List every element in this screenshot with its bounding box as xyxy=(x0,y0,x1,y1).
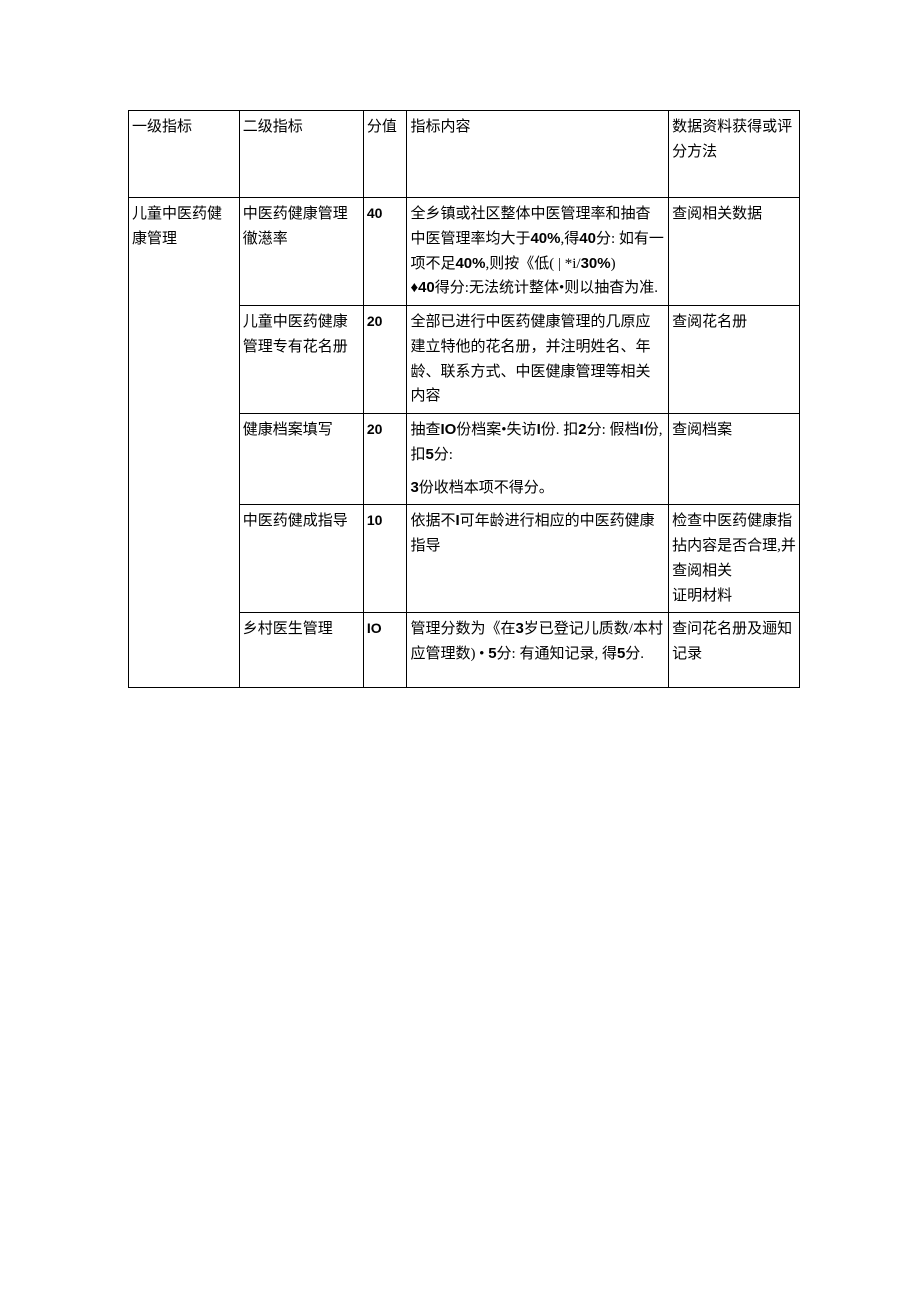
score-cell: 20 xyxy=(363,306,407,414)
header-score: 分值 xyxy=(363,111,407,198)
page-container: 一级指标 二级指标 分值 指标内容 数据资料获得或评分方法 儿童中医药健康管理 … xyxy=(0,0,920,688)
method-cell: 检查中医药健康指拈内容是否合理,并查阅相关 证明材料 xyxy=(669,505,800,613)
header-method: 数据资料获得或评分方法 xyxy=(669,111,800,198)
score-cell: 20 xyxy=(363,414,407,505)
header-content: 指标内容 xyxy=(407,111,669,198)
content-line: 管理分数为《在3岁已登记儿质数/本村应管理数) • 5分: 有通知记录, 得5分… xyxy=(410,617,665,667)
content-cell: 抽查IO份档案•失访I份. 扣2分: 假档I份,扣5分: 3份收档本项不得分。 xyxy=(407,414,669,505)
level2-cell: 中医药健成指导 xyxy=(239,505,363,613)
score-cell: IO xyxy=(363,613,407,688)
level2-cell: 健康档案填写 xyxy=(239,414,363,505)
content-cell: 依据不I可年龄进行相应的中医药健康指导 xyxy=(407,505,669,613)
score-cell: 40 xyxy=(363,198,407,306)
content-line: ♦40得分:无法统计整体•则以抽杳为准. xyxy=(410,276,665,301)
method-cell: 查问花名册及逦知记录 xyxy=(669,613,800,688)
level2-cell: 乡村医生管理 xyxy=(239,613,363,688)
content-line: 全部已进行中医药健康管理的几原应建立特他的花名册，并注明姓名、年龄、联系方式、中… xyxy=(410,310,665,409)
level1-cell: 儿童中医药健康管理 xyxy=(129,198,240,688)
content-cell: 全乡镇或社区整体中医管理率和抽杳中医管理率均大于40%,得40分: 如有一项不足… xyxy=(407,198,669,306)
score-cell: 10 xyxy=(363,505,407,613)
indicator-table: 一级指标 二级指标 分值 指标内容 数据资料获得或评分方法 儿童中医药健康管理 … xyxy=(128,110,800,688)
method-cell: 查阅相关数据 xyxy=(669,198,800,306)
content-line: 依据不I可年龄进行相应的中医药健康指导 xyxy=(410,509,665,559)
content-line: 抽查IO份档案•失访I份. 扣2分: 假档I份,扣5分: xyxy=(410,418,665,468)
content-line: 3份收档本项不得分。 xyxy=(410,476,665,501)
table-row: 儿童中医药健康管理 中医药健康管理徹濨率 40 全乡镇或社区整体中医管理率和抽杳… xyxy=(129,198,800,306)
content-cell: 全部已进行中医药健康管理的几原应建立特他的花名册，并注明姓名、年龄、联系方式、中… xyxy=(407,306,669,414)
method-text: 检查中医药健康指拈内容是否合理,并查阅相关 xyxy=(672,513,796,579)
header-level1: 一级指标 xyxy=(129,111,240,198)
method-cell: 查阅花名册 xyxy=(669,306,800,414)
method-text-extra: 证明材料 xyxy=(672,588,732,604)
method-cell: 查阅档案 xyxy=(669,414,800,505)
level2-cell: 中医药健康管理徹濨率 xyxy=(239,198,363,306)
level2-cell: 儿童中医药健康管理专有花名册 xyxy=(239,306,363,414)
content-cell: 管理分数为《在3岁已登记儿质数/本村应管理数) • 5分: 有通知记录, 得5分… xyxy=(407,613,669,688)
content-line: 全乡镇或社区整体中医管理率和抽杳中医管理率均大于40%,得40分: 如有一项不足… xyxy=(410,202,665,276)
header-level2: 二级指标 xyxy=(239,111,363,198)
table-header-row: 一级指标 二级指标 分值 指标内容 数据资料获得或评分方法 xyxy=(129,111,800,198)
